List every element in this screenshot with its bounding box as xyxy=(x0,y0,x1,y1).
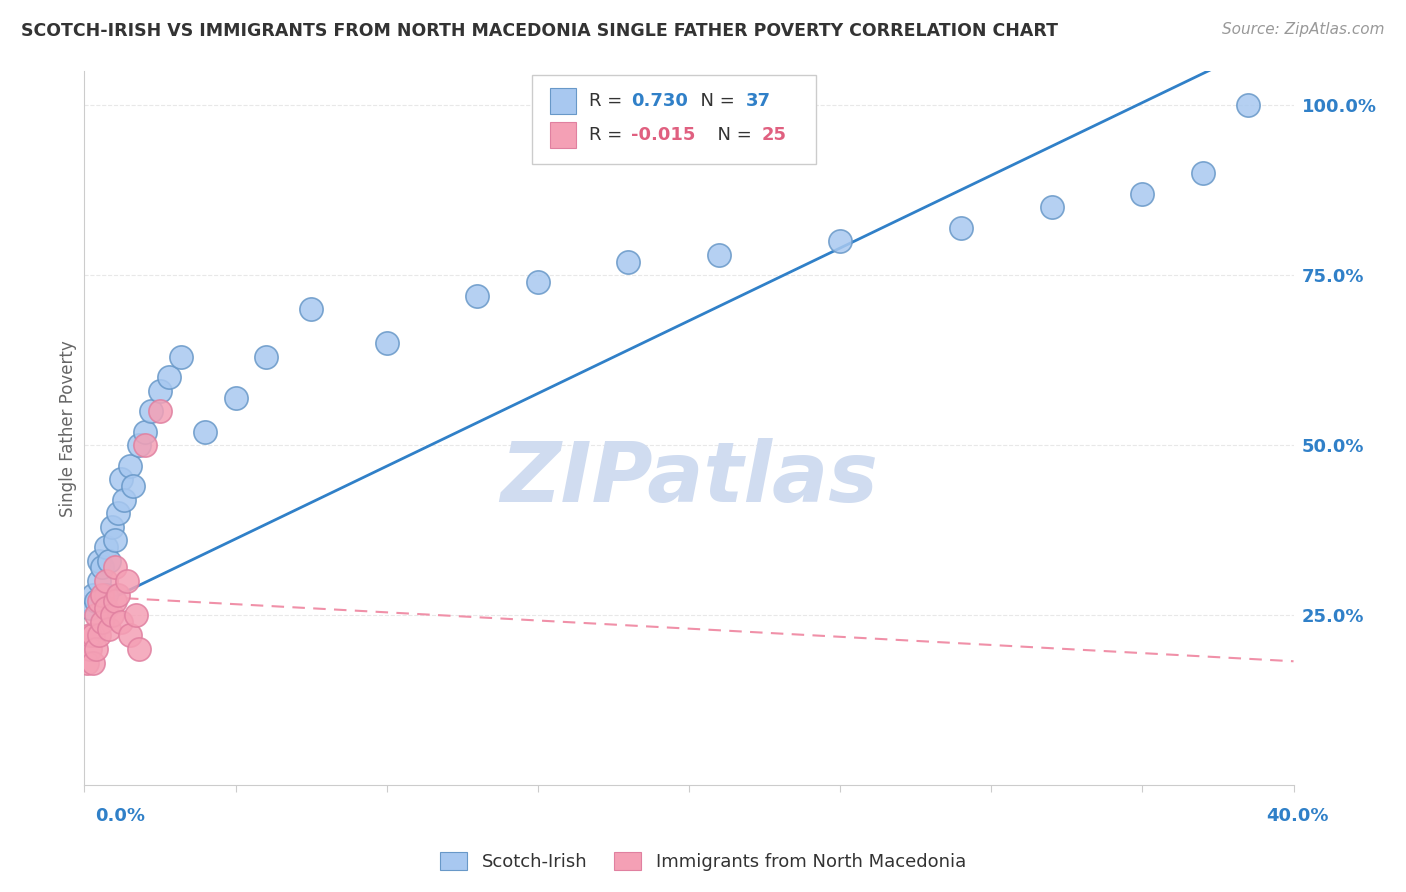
Point xyxy=(1192,166,1215,180)
Point xyxy=(79,601,101,615)
Point xyxy=(1237,98,1260,112)
FancyBboxPatch shape xyxy=(531,75,815,164)
Text: -0.015: -0.015 xyxy=(631,126,696,144)
Point xyxy=(299,302,322,317)
Point xyxy=(91,588,114,602)
Text: N =: N = xyxy=(689,93,741,111)
Point xyxy=(134,438,156,452)
Point xyxy=(121,479,143,493)
Point xyxy=(139,404,162,418)
Point xyxy=(76,656,98,670)
Y-axis label: Single Father Poverty: Single Father Poverty xyxy=(59,340,77,516)
Point xyxy=(100,608,122,623)
Point xyxy=(128,642,150,657)
Point xyxy=(94,601,117,615)
Point xyxy=(89,574,111,588)
Point xyxy=(112,492,135,507)
Point xyxy=(79,642,101,657)
Point xyxy=(91,560,114,574)
Point xyxy=(527,275,550,289)
Point xyxy=(82,588,104,602)
Text: N =: N = xyxy=(706,126,758,144)
Point xyxy=(104,533,127,548)
Point xyxy=(254,350,277,364)
Point xyxy=(149,404,172,418)
Bar xyxy=(550,122,576,148)
Point xyxy=(118,458,141,473)
Point xyxy=(94,540,117,554)
Text: R =: R = xyxy=(589,93,627,111)
Point xyxy=(149,384,172,398)
Point xyxy=(1130,186,1153,201)
Text: R =: R = xyxy=(589,126,627,144)
Point xyxy=(89,554,111,568)
Point xyxy=(134,425,156,439)
Point xyxy=(97,554,120,568)
Point xyxy=(94,574,117,588)
Point xyxy=(82,656,104,670)
Point xyxy=(89,628,111,642)
Text: 37: 37 xyxy=(745,93,770,111)
Point xyxy=(118,628,141,642)
Point xyxy=(86,642,108,657)
Point xyxy=(94,588,117,602)
Point xyxy=(375,336,398,351)
Point xyxy=(107,588,129,602)
Point xyxy=(125,608,148,623)
Point xyxy=(100,519,122,533)
Point xyxy=(157,370,180,384)
Text: SCOTCH-IRISH VS IMMIGRANTS FROM NORTH MACEDONIA SINGLE FATHER POVERTY CORRELATIO: SCOTCH-IRISH VS IMMIGRANTS FROM NORTH MA… xyxy=(21,22,1059,40)
Text: 25: 25 xyxy=(762,126,786,144)
Text: Source: ZipAtlas.com: Source: ZipAtlas.com xyxy=(1222,22,1385,37)
Text: 0.730: 0.730 xyxy=(631,93,688,111)
Point xyxy=(950,220,973,235)
Point xyxy=(86,608,108,623)
Point xyxy=(97,622,120,636)
Point xyxy=(170,350,193,364)
Text: ZIPatlas: ZIPatlas xyxy=(501,438,877,518)
Point xyxy=(82,628,104,642)
Point xyxy=(830,234,852,248)
Point xyxy=(194,425,217,439)
Point xyxy=(104,594,127,608)
Point xyxy=(104,560,127,574)
Point xyxy=(128,438,150,452)
Point xyxy=(86,594,108,608)
Legend: Scotch-Irish, Immigrants from North Macedonia: Scotch-Irish, Immigrants from North Mace… xyxy=(433,845,973,879)
Point xyxy=(110,615,132,629)
Point xyxy=(1040,200,1063,214)
Point xyxy=(91,615,114,629)
Point xyxy=(709,248,731,262)
Point xyxy=(115,574,138,588)
Text: 0.0%: 0.0% xyxy=(96,807,146,825)
Point xyxy=(225,391,247,405)
Bar xyxy=(550,88,576,114)
Point xyxy=(89,594,111,608)
Point xyxy=(110,472,132,486)
Text: 40.0%: 40.0% xyxy=(1267,807,1329,825)
Point xyxy=(79,628,101,642)
Point xyxy=(107,506,129,520)
Point xyxy=(467,288,489,302)
Point xyxy=(617,254,640,268)
